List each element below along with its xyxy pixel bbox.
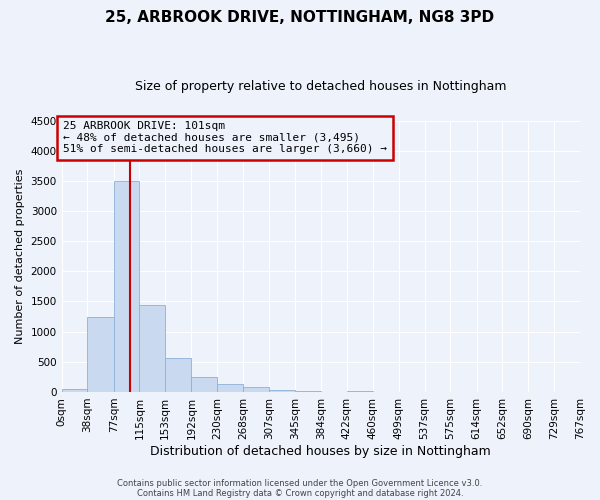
Bar xyxy=(269,390,295,392)
Text: Contains HM Land Registry data © Crown copyright and database right 2024.: Contains HM Land Registry data © Crown c… xyxy=(137,488,463,498)
Text: Contains public sector information licensed under the Open Government Licence v3: Contains public sector information licen… xyxy=(118,478,482,488)
Bar xyxy=(114,182,139,392)
Y-axis label: Number of detached properties: Number of detached properties xyxy=(15,168,25,344)
X-axis label: Distribution of detached houses by size in Nottingham: Distribution of detached houses by size … xyxy=(151,444,491,458)
Title: Size of property relative to detached houses in Nottingham: Size of property relative to detached ho… xyxy=(135,80,506,93)
Bar xyxy=(347,391,373,392)
Bar xyxy=(165,358,191,392)
Text: 25 ARBROOK DRIVE: 101sqm
← 48% of detached houses are smaller (3,495)
51% of sem: 25 ARBROOK DRIVE: 101sqm ← 48% of detach… xyxy=(63,121,387,154)
Bar xyxy=(217,384,243,392)
Bar xyxy=(139,304,165,392)
Text: 25, ARBROOK DRIVE, NOTTINGHAM, NG8 3PD: 25, ARBROOK DRIVE, NOTTINGHAM, NG8 3PD xyxy=(106,10,494,25)
Bar xyxy=(62,389,88,392)
Bar xyxy=(191,378,217,392)
Bar xyxy=(88,316,114,392)
Bar xyxy=(243,388,269,392)
